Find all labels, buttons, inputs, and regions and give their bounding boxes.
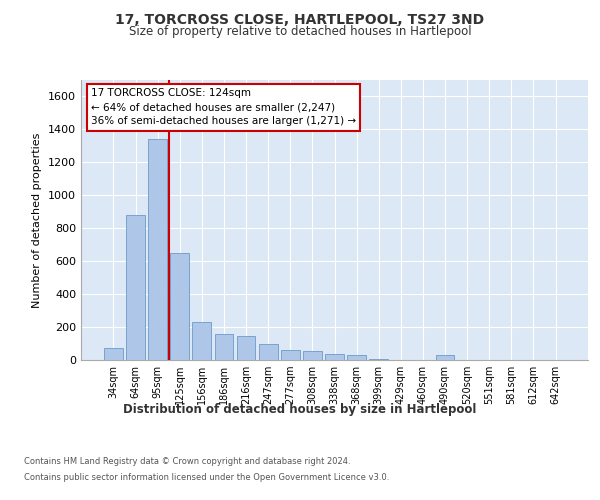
Text: Distribution of detached houses by size in Hartlepool: Distribution of detached houses by size … [124, 402, 476, 415]
Bar [148, 140, 167, 360]
Bar [126, 215, 145, 360]
Text: Contains HM Land Registry data © Crown copyright and database right 2024.: Contains HM Land Registry data © Crown c… [24, 458, 350, 466]
Bar [104, 348, 123, 360]
Bar [303, 351, 322, 360]
Bar [325, 354, 344, 360]
Bar [436, 355, 454, 360]
Bar [347, 355, 366, 360]
Bar [193, 322, 211, 360]
Text: 17, TORCROSS CLOSE, HARTLEPOOL, TS27 3ND: 17, TORCROSS CLOSE, HARTLEPOOL, TS27 3ND [115, 12, 485, 26]
Bar [236, 336, 256, 360]
Text: Size of property relative to detached houses in Hartlepool: Size of property relative to detached ho… [128, 25, 472, 38]
Text: 17 TORCROSS CLOSE: 124sqm
← 64% of detached houses are smaller (2,247)
36% of se: 17 TORCROSS CLOSE: 124sqm ← 64% of detac… [91, 88, 356, 126]
Bar [259, 344, 278, 360]
Text: Contains public sector information licensed under the Open Government Licence v3: Contains public sector information licen… [24, 472, 389, 482]
Bar [215, 334, 233, 360]
Bar [170, 253, 189, 360]
Y-axis label: Number of detached properties: Number of detached properties [32, 132, 43, 308]
Bar [281, 350, 299, 360]
Bar [370, 359, 388, 360]
